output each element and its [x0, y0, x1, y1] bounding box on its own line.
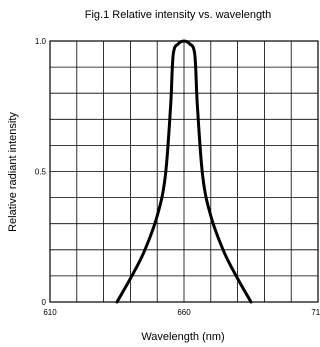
y-tick-label: 1.0: [35, 37, 47, 46]
chart-title: Fig.1 Relative intensity vs. wavelength: [85, 9, 271, 21]
intensity-curve: [115, 39, 253, 304]
y-tick-label: 0.5: [35, 168, 47, 177]
x-tick-label: 710: [311, 308, 320, 317]
x-axis-label: Wavelength (nm): [141, 331, 224, 343]
x-tick-label: 610: [43, 308, 57, 317]
y-axis-label: Relative radiant intensity: [7, 112, 19, 232]
x-tick-label: 660: [177, 308, 191, 317]
grid: [50, 41, 318, 302]
y-tick-label: 0: [42, 298, 47, 307]
tick-labels: 610 660 710 0 0.5 1.0: [35, 37, 320, 317]
